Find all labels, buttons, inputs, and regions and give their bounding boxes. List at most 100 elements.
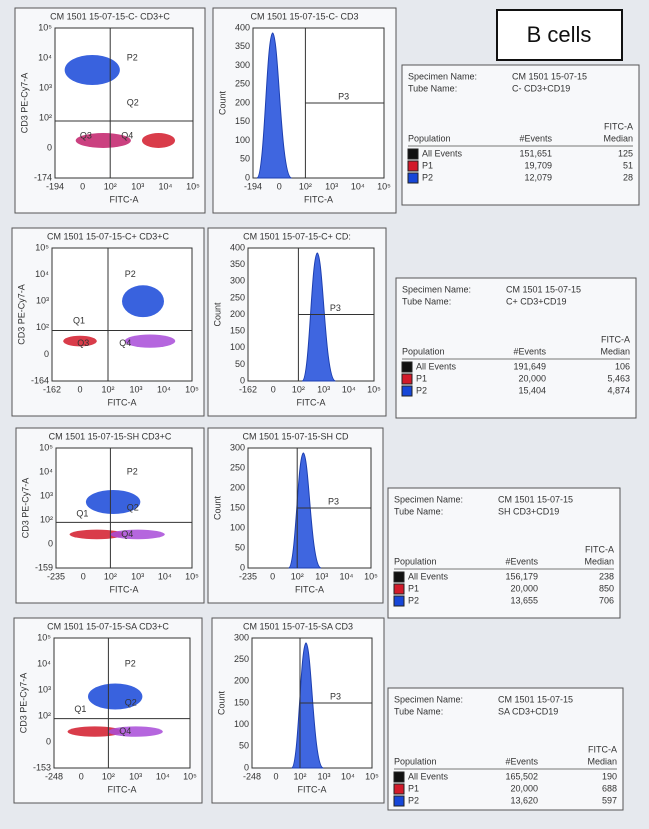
plot-area [55, 28, 193, 178]
x-axis-label: FITC-A [108, 784, 137, 794]
tube-label: Tube Name: [408, 83, 457, 93]
specimen-name: CM 1501 15-07-15 [512, 71, 587, 81]
x-tick-label: -162 [43, 384, 61, 394]
x-tick-label: 10⁴ [351, 181, 365, 191]
x-tick-label: 0 [270, 571, 275, 581]
population-name: P2 [422, 172, 433, 182]
tube-name: C- CD3+CD19 [512, 83, 570, 93]
y-tick-label: 300 [230, 442, 245, 452]
gate-label: Q2 [127, 502, 139, 512]
y-tick-label: 150 [230, 502, 245, 512]
histogram-title: CM 1501 15-07-15-SH CD [242, 431, 349, 441]
y-tick-label: 250 [234, 654, 249, 664]
x-tick-label: 0 [79, 771, 84, 781]
y-tick-label: 0 [48, 538, 53, 548]
y-tick-label: 10⁴ [39, 466, 53, 476]
population-name: P1 [416, 373, 427, 383]
population-swatch [408, 161, 418, 171]
x-tick-label: 0 [80, 181, 85, 191]
y-axis-label: Count [217, 91, 227, 116]
x-tick-label: 10² [292, 384, 305, 394]
x-tick-label: 10⁵ [185, 571, 199, 581]
x-tick-label: 10⁴ [157, 384, 171, 394]
event-count: 191,649 [513, 361, 546, 371]
y-tick-label: 10² [40, 514, 53, 524]
x-tick-label: 10⁵ [364, 571, 378, 581]
y-tick-label: 150 [235, 116, 250, 126]
scatter-title: CM 1501 15-07-15-SA CD3+C [47, 621, 169, 631]
y-tick-label: 250 [230, 462, 245, 472]
cell-cluster [125, 334, 175, 347]
event-count: 19,709 [524, 160, 552, 170]
x-tick-label: 10⁵ [367, 384, 381, 394]
y-tick-label: 300 [234, 632, 249, 642]
population-swatch [402, 374, 412, 384]
gate-label: Q1 [76, 508, 88, 518]
event-count: 20,000 [518, 373, 546, 383]
y-tick-label: 0 [46, 736, 51, 746]
y-tick-label: 10³ [36, 296, 49, 306]
column-header: #Events [505, 556, 538, 566]
event-count: 20,000 [510, 783, 538, 793]
y-axis-label: Count [216, 691, 226, 716]
event-count: 13,655 [510, 595, 538, 605]
population-name: P1 [408, 783, 419, 793]
population-name: P2 [408, 595, 419, 605]
y-tick-label: 300 [230, 276, 245, 286]
x-tick-label: 10² [293, 771, 306, 781]
population-name: P1 [422, 160, 433, 170]
y-axis-label: CD3 PE-Cy7-A [18, 673, 28, 734]
x-tick-label: 10² [101, 384, 114, 394]
y-tick-label: 10³ [39, 82, 52, 92]
x-tick-label: 10³ [317, 771, 330, 781]
y-tick-label: 10³ [40, 490, 53, 500]
gate-label: Q3 [80, 130, 92, 140]
x-tick-label: 10³ [315, 571, 328, 581]
gate-label: P2 [127, 466, 138, 476]
fitc-median: 5,463 [607, 373, 630, 383]
cell-cluster [122, 285, 164, 317]
y-tick-label: 10⁵ [35, 242, 49, 252]
specimen-label: Specimen Name: [408, 71, 477, 81]
fitc-median: 106 [615, 361, 630, 371]
population-name: P2 [408, 795, 419, 805]
population-swatch [408, 173, 418, 183]
x-tick-label: 10³ [131, 571, 144, 581]
y-tick-label: 250 [235, 79, 250, 89]
cell-cluster [108, 726, 162, 736]
histogram-title: CM 1501 15-07-15-SA CD3 [243, 621, 353, 631]
gate-label: P3 [338, 91, 349, 101]
y-tick-label: 100 [230, 342, 245, 352]
y-tick-label: 10⁵ [38, 22, 52, 32]
specimen-label: Specimen Name: [394, 494, 463, 504]
x-tick-label: 10⁴ [158, 181, 172, 191]
specimen-label: Specimen Name: [402, 284, 471, 294]
tube-name: SH CD3+CD19 [498, 506, 559, 516]
fitc-median: 125 [618, 148, 633, 158]
y-tick-label: 10⁴ [37, 658, 51, 668]
y-tick-label: 400 [230, 242, 245, 252]
x-tick-label: 10⁴ [342, 384, 356, 394]
x-tick-label: 0 [271, 384, 276, 394]
x-tick-label: 10² [299, 181, 312, 191]
gate-label: Q1 [74, 704, 86, 714]
y-axis-label: Count [212, 302, 222, 327]
page-title: B cells [527, 22, 592, 47]
population-swatch [402, 386, 412, 396]
fitc-median: 190 [602, 771, 617, 781]
fitc-median: 238 [599, 571, 614, 581]
x-tick-label: 0 [81, 571, 86, 581]
specimen-name: CM 1501 15-07-15 [498, 694, 573, 704]
event-count: 20,000 [510, 583, 538, 593]
population-name: All Events [408, 771, 449, 781]
gate-label: Q1 [73, 316, 85, 326]
column-header: Median [584, 556, 614, 566]
histogram-title: CM 1501 15-07-15-C+ CD: [243, 231, 351, 241]
y-tick-label: 100 [235, 135, 250, 145]
population-name: All Events [408, 571, 449, 581]
cell-cluster [142, 133, 175, 148]
x-tick-label: 10³ [131, 181, 144, 191]
x-tick-label: 0 [77, 384, 82, 394]
event-count: 12,079 [524, 172, 552, 182]
event-count: 151,651 [519, 148, 552, 158]
